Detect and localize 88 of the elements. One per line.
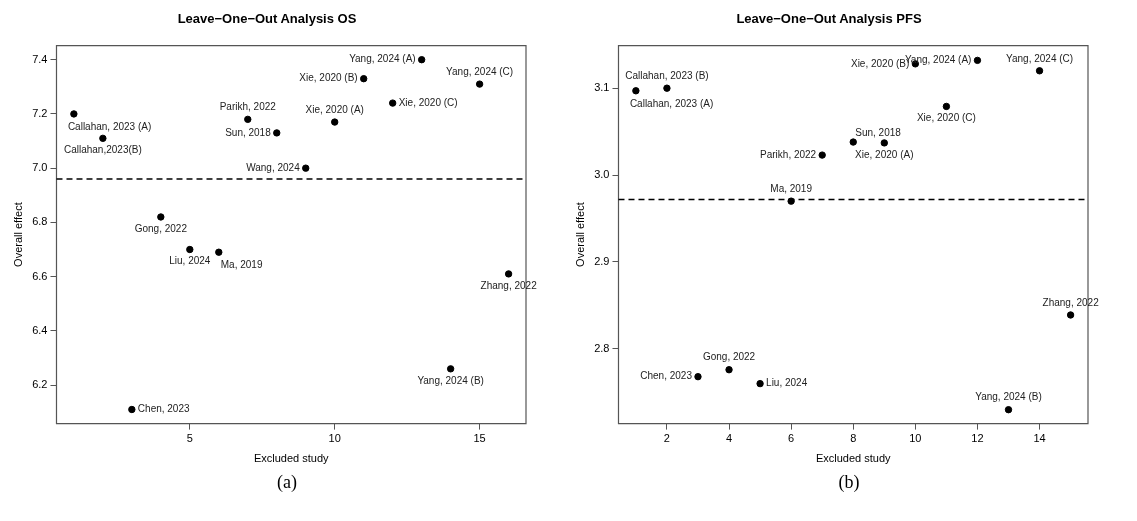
point <box>973 56 982 65</box>
point <box>694 372 702 381</box>
point <box>446 365 455 373</box>
annotation: Xie, 2020 (C) <box>916 112 976 124</box>
annotation: Yang, 2024 (C) <box>446 65 514 77</box>
x-axis-title: Excluded study <box>253 452 330 465</box>
point <box>787 197 795 205</box>
y-axis-title: Overall effect <box>11 202 24 267</box>
y-tick-label: 2.8 <box>594 341 610 354</box>
point <box>1066 311 1075 319</box>
annotation: Parikh, 2022 <box>760 148 817 160</box>
annotation: Sun, 2018 <box>855 126 902 138</box>
point <box>1035 67 1044 75</box>
point <box>157 213 165 221</box>
point <box>388 99 397 107</box>
point <box>70 110 78 118</box>
point <box>360 74 368 83</box>
point <box>756 379 764 388</box>
annotation: Callahan, 2023 (A) <box>67 120 152 132</box>
annotation: Xie, 2020 (A) <box>305 103 364 115</box>
point <box>215 248 223 256</box>
chart-title: Leave−One−Out Analysis PFS <box>736 11 922 27</box>
x-tick-label: 6 <box>788 432 795 445</box>
x-tick-label: 10 <box>328 432 341 445</box>
point <box>504 270 513 278</box>
chart-title: Leave−One−Out Analysis OS <box>177 11 357 27</box>
text: (a) <box>277 472 297 493</box>
y-axis-title: Overall effect <box>573 202 586 267</box>
y-tick-label: 7.4 <box>32 52 48 65</box>
annotation: Chen, 2023 <box>137 403 190 415</box>
annotation: Gong, 2022 <box>134 222 188 234</box>
y-tick-label: 6.6 <box>32 269 48 282</box>
point <box>475 80 484 88</box>
y-tick-label: 3.1 <box>594 81 610 94</box>
point <box>128 405 136 414</box>
annotation: Callahan,2023(B) <box>63 144 142 156</box>
annotation: Zhang, 2022 <box>1042 296 1100 308</box>
point <box>244 115 252 124</box>
annotation: Ma, 2019 <box>220 258 263 270</box>
y-tick-label: 2.9 <box>594 255 610 267</box>
annotation: Yang, 2024 (B) <box>975 391 1042 403</box>
annotation: Zhang, 2022 <box>480 279 538 291</box>
x-tick-label: 4 <box>725 432 733 445</box>
annotation: Callahan, 2023 (B) <box>625 69 709 81</box>
x-tick-label: 10 <box>909 432 922 445</box>
point <box>302 164 310 172</box>
point <box>1004 406 1013 414</box>
x-axis-title: Excluded study <box>815 452 892 465</box>
y-tick-label: 7.2 <box>32 106 48 119</box>
x-tick-label: 8 <box>850 432 857 445</box>
annotation: Parikh, 2022 <box>219 101 277 113</box>
point <box>725 366 733 374</box>
annotation: Sun, 2018 <box>225 126 272 138</box>
annotation: Xie, 2020 (A) <box>855 148 914 160</box>
y-tick-label: 7.0 <box>32 161 48 174</box>
point <box>880 139 888 147</box>
annotation: Liu, 2024 <box>169 255 211 267</box>
point <box>99 134 107 143</box>
annotation: Wang, 2024 <box>246 161 301 173</box>
annotation: Chen, 2023 <box>640 370 693 382</box>
annotation: Xie, 2020 (C) <box>398 96 458 108</box>
point <box>417 56 426 64</box>
x-tick-label: 12 <box>971 432 984 445</box>
annotation: Xie, 2020 (B) <box>299 72 358 84</box>
annotation: Yang, 2024 (C) <box>1006 52 1074 64</box>
point <box>818 151 826 159</box>
x-tick-label: 14 <box>1033 432 1046 445</box>
y-tick-label: 6.4 <box>32 323 48 336</box>
point <box>331 118 339 126</box>
annotation: Yang, 2024 (A) <box>349 53 416 65</box>
y-tick-label: 6.2 <box>32 378 48 391</box>
point <box>273 129 281 137</box>
point <box>663 84 671 92</box>
annotation: Liu, 2024 <box>766 377 808 389</box>
y-tick-label: 6.8 <box>32 215 48 228</box>
annotation: Callahan, 2023 (A) <box>629 97 714 109</box>
annotation: Ma, 2019 <box>770 182 813 194</box>
point <box>186 245 194 254</box>
x-tick-label: 2 <box>663 432 670 445</box>
annotation: Yang, 2024 (B) <box>417 374 484 386</box>
text: (b) <box>838 472 860 493</box>
x-tick-label: 5 <box>186 432 193 445</box>
point <box>849 138 857 146</box>
point <box>942 102 951 111</box>
point <box>632 87 640 95</box>
y-tick-label: 3.0 <box>594 168 610 181</box>
x-tick-label: 15 <box>473 432 486 445</box>
annotation: Gong, 2022 <box>702 351 756 363</box>
